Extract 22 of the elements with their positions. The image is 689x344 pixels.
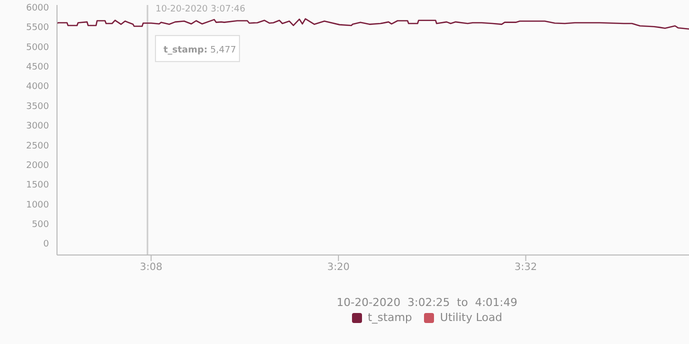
y-tick-label: 4500 <box>26 62 50 73</box>
text: 10-20-2020 3:02:25 to 4:01:49 <box>336 296 518 309</box>
annotation: t_stamp: 5,477 <box>163 46 236 56</box>
y-tick-label: 1500 <box>26 180 50 191</box>
x-tick-label: 3:32 <box>514 262 537 274</box>
x-tick-label: 3:08 <box>140 262 162 274</box>
y-tick-label: 5000 <box>26 42 50 53</box>
y-tick-label: 3500 <box>26 102 50 112</box>
legend-label: Utility Load <box>440 311 502 324</box>
y-tick-label: 6000 <box>26 3 50 14</box>
legend-label: t_stamp <box>368 311 412 324</box>
y-tick-label: 2000 <box>26 160 50 171</box>
y-tick-label: 4000 <box>26 82 50 92</box>
y-tick-label: 5500 <box>26 23 50 34</box>
y-tick-label: 0 <box>43 240 50 250</box>
ref-line-label: 10-20-2020 3:07:46 <box>155 4 246 14</box>
line-series <box>57 18 689 30</box>
y-tick-label: 3000 <box>26 122 50 132</box>
y-tick-label: 500 <box>32 220 50 230</box>
x-tick-label: 3:20 <box>327 262 350 274</box>
y-tick-label: 2500 <box>26 141 50 152</box>
y-tick-label: 1000 <box>26 200 50 210</box>
